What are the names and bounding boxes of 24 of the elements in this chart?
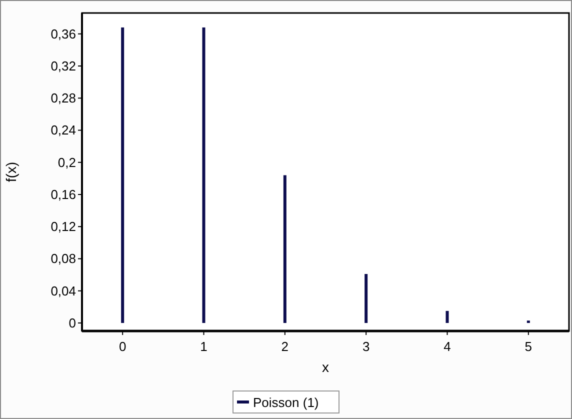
y-tick-label: 0,12 (50, 219, 76, 234)
bar (364, 274, 368, 323)
y-tick-label: 0,2 (58, 154, 76, 170)
y-tick-label: 0,32 (50, 58, 76, 74)
y-tick-label: 0,08 (50, 251, 76, 266)
legend-label: Poisson (1) (253, 395, 319, 410)
y-tick-label: 0,28 (50, 90, 76, 106)
x-tick-label: 4 (444, 339, 451, 354)
bar (446, 310, 449, 323)
y-axis-title: f(x) (3, 162, 19, 182)
bar (283, 175, 286, 323)
y-tick-label: 0,24 (50, 122, 76, 138)
bar (202, 27, 206, 323)
y-tick-label: 0,16 (50, 186, 76, 202)
x-tick-label: 2 (281, 339, 289, 354)
x-tick-label: 1 (200, 339, 208, 354)
x-axis-title: x (322, 359, 329, 375)
bar (121, 27, 124, 323)
x-tick-label: 5 (524, 339, 532, 354)
y-tick-label: 0,36 (50, 26, 76, 42)
y-tick-label: 0,04 (50, 283, 76, 298)
x-tick-label: 3 (362, 339, 370, 354)
x-tick-label: 0 (118, 339, 126, 354)
y-tick-label: 0 (68, 315, 76, 330)
